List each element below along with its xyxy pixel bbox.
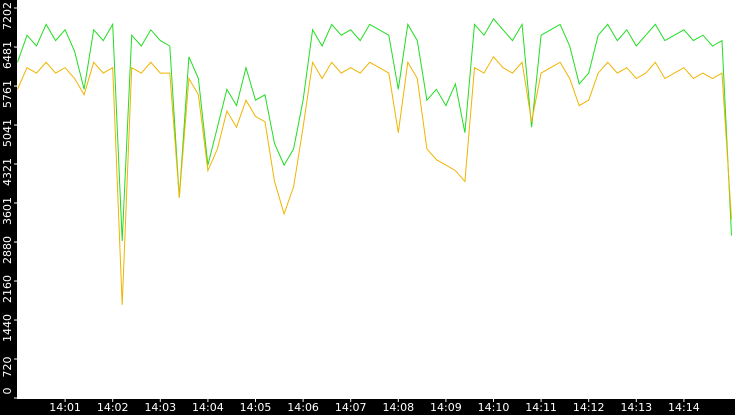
y-tick-label: 7202 (1, 2, 14, 30)
series-line (17, 18, 732, 242)
y-tick-label: 720 (1, 357, 14, 378)
plot-area (17, 0, 735, 399)
y-tick-label: 1440 (1, 314, 14, 342)
x-tick-label: 14:08 (382, 401, 414, 414)
x-tick-label: 14:09 (430, 401, 462, 414)
x-tick-label: 14:04 (192, 401, 224, 414)
x-tick-label: 14:07 (335, 401, 367, 414)
x-tick-label: 14:12 (573, 401, 605, 414)
x-tick-label: 14:11 (525, 401, 557, 414)
y-tick-label: 6481 (1, 41, 14, 69)
y-tick-label: 2160 (1, 275, 14, 303)
x-tick-label: 14:14 (668, 401, 700, 414)
y-tick-label: 3601 (1, 197, 14, 225)
x-tick-label: 14:06 (287, 401, 319, 414)
x-tick-label: 14:02 (97, 401, 129, 414)
y-tick-label: 4321 (1, 158, 14, 186)
y-axis-strip (0, 0, 17, 415)
x-tick-label: 14:13 (620, 401, 652, 414)
y-tick-label: 2880 (1, 236, 14, 264)
x-tick-label: 14:01 (49, 401, 81, 414)
x-tick-label: 14:10 (478, 401, 510, 414)
x-axis-strip (0, 399, 735, 415)
series-line (17, 55, 732, 305)
y-tick-label: 5761 (1, 80, 14, 108)
y-tick-label: 0 (1, 388, 14, 395)
x-tick-label: 14:05 (240, 401, 272, 414)
y-tick-label: 5041 (1, 119, 14, 147)
x-tick-label: 14:03 (144, 401, 176, 414)
